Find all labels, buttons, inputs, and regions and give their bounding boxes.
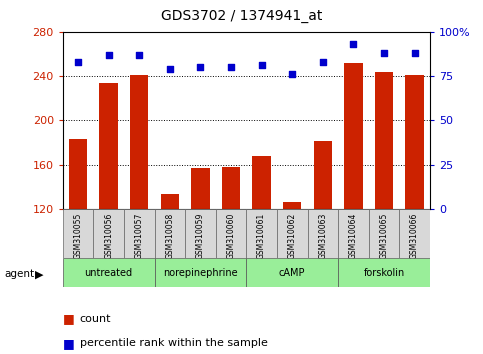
Point — [105, 52, 113, 58]
Bar — [405, 75, 424, 342]
Text: GSM310063: GSM310063 — [318, 213, 327, 259]
Text: percentile rank within the sample: percentile rank within the sample — [80, 338, 268, 348]
Text: untreated: untreated — [85, 268, 133, 278]
Text: GSM310055: GSM310055 — [73, 213, 83, 259]
Bar — [308, 209, 338, 258]
Bar — [161, 194, 179, 342]
Bar — [191, 168, 210, 342]
Text: count: count — [80, 314, 111, 324]
Bar — [216, 209, 246, 258]
Text: norepinephrine: norepinephrine — [163, 268, 238, 278]
Bar — [344, 63, 363, 342]
Text: GSM310066: GSM310066 — [410, 213, 419, 259]
Text: GSM310065: GSM310065 — [380, 213, 388, 259]
Bar — [253, 156, 271, 342]
Bar — [63, 258, 155, 287]
Bar — [246, 258, 338, 287]
Bar — [283, 202, 301, 342]
Bar — [399, 209, 430, 258]
Bar — [130, 75, 148, 342]
Bar — [338, 258, 430, 287]
Bar — [246, 209, 277, 258]
Bar — [375, 72, 393, 342]
Point — [74, 59, 82, 65]
Point — [197, 64, 204, 70]
Bar — [369, 209, 399, 258]
Text: GSM310056: GSM310056 — [104, 213, 113, 259]
Bar — [69, 139, 87, 342]
Text: ▶: ▶ — [35, 270, 43, 280]
Text: agent: agent — [5, 269, 35, 279]
Point — [411, 50, 418, 56]
Text: forskolin: forskolin — [363, 268, 405, 278]
Point — [135, 52, 143, 58]
Bar — [93, 209, 124, 258]
Point — [258, 63, 266, 68]
Point — [380, 50, 388, 56]
Bar — [277, 209, 308, 258]
Bar — [124, 209, 155, 258]
Text: GSM310057: GSM310057 — [135, 213, 144, 259]
Text: GSM310058: GSM310058 — [165, 213, 174, 259]
Bar — [155, 258, 246, 287]
Bar — [185, 209, 216, 258]
Point — [227, 64, 235, 70]
Point — [319, 59, 327, 65]
Bar — [155, 209, 185, 258]
Point — [166, 66, 174, 72]
Bar — [222, 167, 240, 342]
Text: ■: ■ — [63, 312, 74, 325]
Bar — [99, 83, 118, 342]
Text: GSM310061: GSM310061 — [257, 213, 266, 259]
Text: GSM310064: GSM310064 — [349, 213, 358, 259]
Text: GDS3702 / 1374941_at: GDS3702 / 1374941_at — [161, 9, 322, 23]
Text: GSM310062: GSM310062 — [288, 213, 297, 259]
Text: ■: ■ — [63, 337, 74, 350]
Bar — [313, 141, 332, 342]
Text: GSM310059: GSM310059 — [196, 213, 205, 259]
Bar — [63, 209, 93, 258]
Text: GSM310060: GSM310060 — [227, 213, 236, 259]
Point — [350, 41, 357, 47]
Text: cAMP: cAMP — [279, 268, 305, 278]
Point — [288, 72, 296, 77]
Bar — [338, 209, 369, 258]
